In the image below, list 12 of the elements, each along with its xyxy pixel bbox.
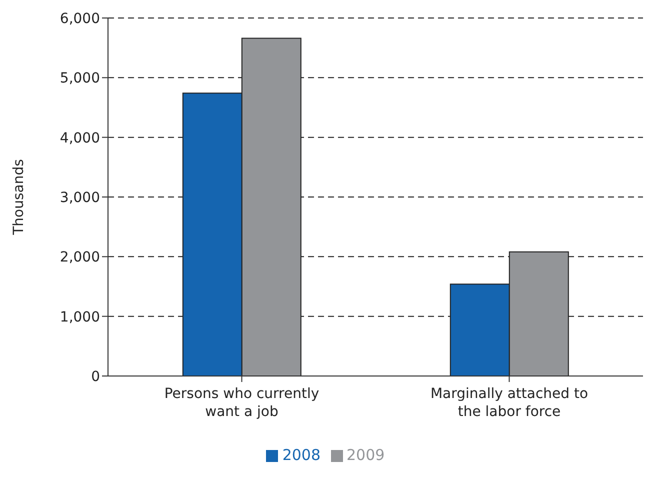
x-tick-label: Marginally attached to the labor force [430,386,588,420]
y-tick-label: 1,000 [60,309,100,326]
y-tick-label: 4,000 [60,130,100,146]
y-tick-label: 0 [91,368,100,385]
y-tick-label: 6,000 [60,10,100,27]
y-tick-label: 2,000 [60,250,100,266]
legend-label: 2009 [346,446,385,464]
y-axis-title: Thousands [10,159,27,236]
legend-label: 2008 [282,446,320,464]
x-tick-label: Persons who currently want a job [164,386,320,420]
y-tick-label: 3,000 [60,190,100,206]
y-tick-label: 5,000 [60,70,100,87]
